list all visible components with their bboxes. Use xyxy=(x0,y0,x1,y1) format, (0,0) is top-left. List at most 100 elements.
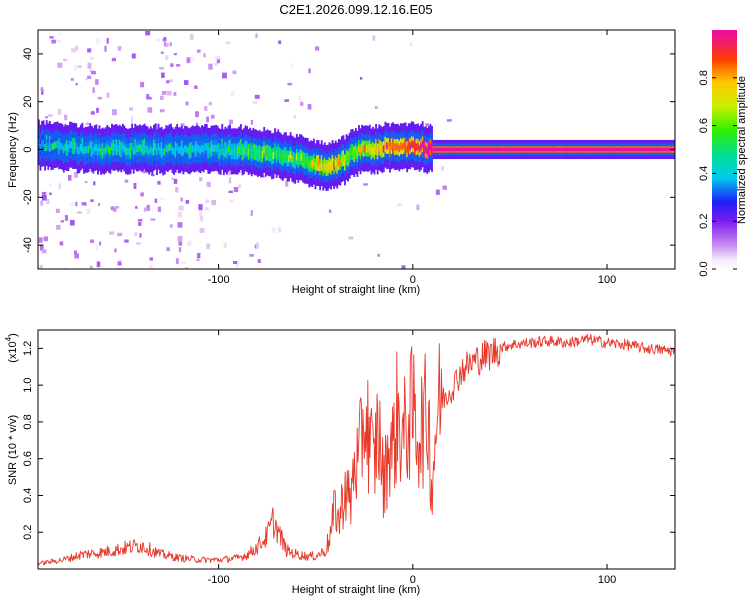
heatmap-ridge-cell xyxy=(379,145,382,153)
heatmap-ridge-cell xyxy=(661,148,663,151)
heatmap-ridge-cell xyxy=(413,143,416,151)
heatmap-ridge-cell xyxy=(513,148,516,151)
heatmap-ridge-cell xyxy=(123,144,126,153)
heatmap-noise-cell xyxy=(206,181,211,188)
heatmap-noise-cell xyxy=(48,114,53,117)
heatmap-ridge-cell xyxy=(196,144,199,152)
heatmap-noise-cell xyxy=(363,183,368,186)
heatmap-ridge-cell xyxy=(198,145,200,153)
heatmap-ridge-cell xyxy=(277,148,280,156)
heatmap-ridge-cell xyxy=(146,145,149,154)
heatmap-ridge-cell xyxy=(267,149,270,157)
snr-y-tick-label: 0.4 xyxy=(22,488,34,503)
heatmap-ridge-cell xyxy=(162,148,165,157)
heatmap-ridge-cell xyxy=(134,143,137,151)
heatmap-y-tick-label: 40 xyxy=(22,48,34,60)
heatmap-noise-cell xyxy=(56,224,61,230)
heatmap-ridge-cell xyxy=(611,148,614,151)
heatmap-ridge-cell xyxy=(58,142,61,150)
heatmap-ridge-cell xyxy=(406,145,409,153)
snr-x-axis-label: Height of straight line (km) xyxy=(292,584,420,596)
heatmap-ridge-cell xyxy=(418,145,421,153)
heatmap-ridge-cell xyxy=(525,148,528,151)
snr-y-scale-exponent: 4 xyxy=(4,336,13,341)
heatmap-noise-cell xyxy=(81,202,87,206)
heatmap-ridge-cell xyxy=(407,142,410,150)
heatmap-ridge-cell xyxy=(522,148,525,151)
heatmap-noise-cell xyxy=(160,197,165,200)
heatmap-noise-cell xyxy=(70,78,74,81)
heatmap-noise-cell xyxy=(175,258,179,264)
heatmap-noise-cell xyxy=(257,259,261,263)
heatmap-ridge-cell xyxy=(510,148,513,151)
heatmap-ridge-cell xyxy=(657,148,660,151)
snr-y-scale-factor: (x104) xyxy=(4,333,19,363)
heatmap-y-tick-label: -20 xyxy=(22,189,34,205)
heatmap-ridge-cell xyxy=(104,146,107,154)
heatmap-ridge-cell xyxy=(384,141,387,149)
heatmap-ridge-cell xyxy=(354,147,357,155)
heatmap-ridge-cell xyxy=(202,145,205,153)
heatmap-ridge-cell xyxy=(634,148,637,151)
heatmap-noise-cell xyxy=(210,114,215,119)
heatmap-noise-cell xyxy=(95,79,99,85)
heatmap-y-axis: -40 -20 0 20 40 xyxy=(22,48,675,253)
heatmap-noise-cell xyxy=(63,58,67,61)
heatmap-ridge-cell xyxy=(426,147,429,155)
heatmap-noise-cell xyxy=(230,90,235,96)
heatmap-ridge-cell xyxy=(62,145,65,154)
heatmap-ridge-cell xyxy=(271,152,273,160)
heatmap-ridge-cell xyxy=(518,148,520,151)
heatmap-ridge-cell xyxy=(229,143,231,151)
heatmap-noise-cell xyxy=(161,72,165,78)
heatmap-ridge-cell xyxy=(235,147,238,156)
heatmap-ridge-cell xyxy=(185,145,188,153)
heatmap-noise-cell xyxy=(233,261,238,264)
heatmap-ridge-cell xyxy=(291,155,294,163)
heatmap-noise-cell xyxy=(77,65,82,68)
heatmap-noise-cell xyxy=(175,187,179,193)
heatmap-noise-cell xyxy=(109,231,114,235)
heatmap-noise-cell xyxy=(232,70,237,75)
heatmap-noise-cell xyxy=(197,252,201,259)
heatmap-ridge-cell xyxy=(597,148,600,151)
heatmap-noise-cell xyxy=(206,243,211,250)
heatmap-noise-cell xyxy=(262,175,267,178)
heatmap-ridge-cell xyxy=(497,148,500,151)
heatmap-ridge-cell xyxy=(469,148,472,151)
heatmap-ridge-cell xyxy=(323,161,326,169)
heatmap-ridge-cell xyxy=(261,150,264,158)
heatmap-ridge-cell xyxy=(451,148,454,151)
heatmap-noise-cell xyxy=(140,81,145,88)
heatmap-ridge-cell xyxy=(505,148,508,151)
heatmap-ridge-cell xyxy=(219,148,222,156)
heatmap-noise-cell xyxy=(308,68,311,74)
heatmap-noise-cell xyxy=(134,232,138,237)
heatmap-ridge-cell xyxy=(51,143,54,151)
heatmap-ridge-cell xyxy=(244,144,247,152)
heatmap-ridge-cell xyxy=(225,147,228,155)
heatmap-ridge-cell xyxy=(583,148,586,151)
heatmap-ridge-cell xyxy=(213,144,216,152)
heatmap-ridge-cell xyxy=(629,148,632,151)
heatmap-ridge-cell xyxy=(479,148,482,151)
heatmap-noise-cell xyxy=(299,95,301,102)
heatmap-ridge-cell xyxy=(578,148,581,151)
heatmap-ridge-cell xyxy=(233,147,236,155)
heatmap-ridge-cell xyxy=(204,143,207,151)
heatmap-ridge-cell xyxy=(364,144,367,152)
heatmap-noise-cell xyxy=(228,177,232,184)
heatmap-ridge-cell xyxy=(112,144,115,152)
heatmap-ridge-cell xyxy=(437,148,440,151)
heatmap-ridge-cell xyxy=(476,148,478,151)
heatmap-ridge-cell xyxy=(496,148,499,151)
heatmap-ridge-cell xyxy=(306,157,309,165)
heatmap-ridge-cell xyxy=(249,147,252,155)
heatmap-noise-cell xyxy=(249,254,254,257)
heatmap-ridge-cell xyxy=(224,146,227,154)
heatmap-noise-cell xyxy=(140,192,144,197)
heatmap-ridge-cell xyxy=(382,145,385,153)
heatmap-ridge-cell xyxy=(386,142,388,150)
heatmap-ridge-cell xyxy=(166,145,169,153)
